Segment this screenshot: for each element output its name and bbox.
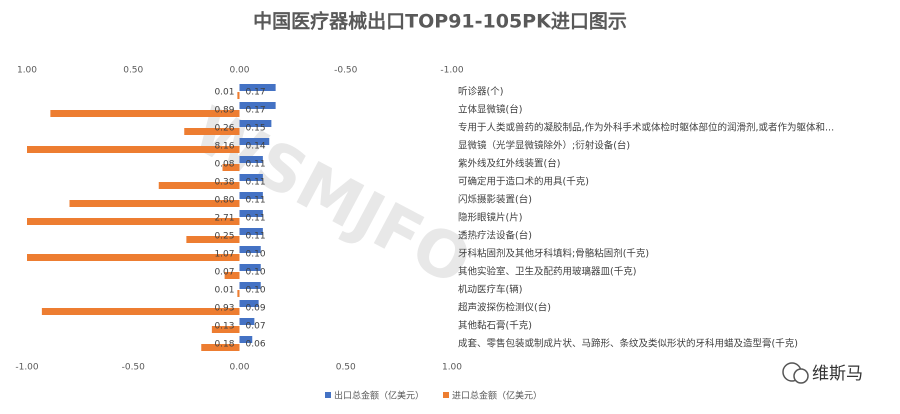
value-label: 0.09 [246, 304, 266, 314]
legend-label: 进口总金额（亿美元） [452, 390, 542, 402]
value-label: 0.17 [246, 106, 266, 116]
bar [239, 102, 276, 109]
category-label: 显微镜（光学显微镜除外）;衍射设备(台) [458, 140, 630, 152]
value-label: 0.11 [246, 214, 266, 224]
logo-text: 维斯马 [812, 364, 863, 384]
chart-title: 中国医疗器械出口TOP91-105PK进口图示 [253, 10, 627, 33]
bar [239, 300, 259, 307]
value-label: 1.07 [214, 250, 234, 260]
value-label: 0.08 [214, 160, 234, 170]
category-label: 牙科粘固剂及其他牙科填料;骨骼粘固剂(千克) [458, 248, 649, 260]
x2-tick-label: 1.00 [17, 66, 37, 76]
x2-tick-label: 0.50 [123, 66, 143, 76]
value-label: 0.11 [246, 232, 266, 242]
x-tick-label: -1.00 [15, 363, 39, 373]
value-label: 0.25 [214, 232, 234, 242]
value-label: 8.16 [214, 142, 234, 152]
category-label: 透热疗法设备(台) [458, 230, 532, 242]
bar [69, 200, 240, 207]
value-label: 0.11 [246, 160, 266, 170]
bar [27, 146, 240, 153]
value-label: 0.10 [246, 286, 266, 296]
x-tick-label: 0.00 [229, 363, 249, 373]
legend-label: 出口总金额（亿美元） [334, 390, 424, 402]
value-label: 0.15 [246, 124, 266, 134]
category-label: 隐形眼镜片(片) [458, 212, 522, 224]
value-label: 0.26 [214, 124, 234, 134]
x-tick-label: 1.00 [442, 363, 462, 373]
category-label: 专用于人类或兽药的凝胶制品,作为外科手术或体检时躯体部位的润滑剂,或者作为躯体和… [458, 122, 834, 134]
value-label: 0.13 [214, 322, 234, 332]
bar [239, 138, 270, 145]
value-label: 0.01 [214, 88, 234, 98]
bar [239, 210, 263, 217]
bar [224, 272, 240, 279]
bar [158, 182, 240, 189]
bar [239, 336, 253, 343]
x2-tick-label: -0.50 [334, 66, 358, 76]
category-label: 闪烁摄影装置(台) [458, 194, 532, 206]
bar [239, 174, 263, 181]
category-label: 超声波探伤检测仪(台) [458, 302, 551, 314]
category-label: 机动医疗车(辆) [458, 284, 522, 296]
value-label: 0.14 [246, 142, 266, 152]
x-tick-label: 0.50 [336, 363, 356, 373]
bar [239, 192, 263, 199]
logo-icon [793, 368, 809, 384]
bar [27, 254, 240, 261]
bar [201, 344, 240, 351]
value-label: 0.38 [214, 178, 234, 188]
bar [239, 282, 261, 289]
category-label: 其他黏石膏(千克) [458, 320, 532, 332]
bar [222, 164, 240, 171]
value-label: 0.17 [246, 88, 266, 98]
plot-area [27, 84, 276, 351]
value-label: 0.06 [246, 340, 266, 350]
category-label: 紫外线及红外线装置(台) [458, 158, 560, 170]
category-label: 听诊器(个) [458, 86, 503, 98]
category-label: 可确定用于造口术的用具(千克) [458, 176, 589, 188]
value-label: 0.80 [214, 196, 234, 206]
x-tick-label: -0.50 [122, 363, 146, 373]
value-label: 0.18 [214, 340, 234, 350]
bar [211, 326, 240, 333]
value-label: 0.07 [246, 322, 266, 332]
value-label: 0.93 [214, 304, 234, 314]
legend-swatch [325, 392, 331, 398]
bar [239, 228, 263, 235]
value-label: 0.11 [246, 196, 266, 206]
legend-swatch [443, 392, 449, 398]
bar [239, 264, 261, 271]
bar [41, 308, 240, 315]
bar [239, 84, 276, 91]
bar [27, 218, 240, 225]
value-label: 0.07 [214, 268, 234, 278]
category-label: 其他实验室、卫生及配药用玻璃器皿(千克) [458, 266, 636, 278]
bar [239, 318, 255, 325]
x2-tick-label: -1.00 [440, 66, 464, 76]
category-label: 立体显微镜(台) [458, 104, 522, 116]
value-label: 2.71 [214, 214, 234, 224]
value-label: 0.10 [246, 268, 266, 278]
value-label: 0.01 [214, 286, 234, 296]
bar [239, 156, 263, 163]
value-label: 0.10 [246, 250, 266, 260]
category-label: 成套、零售包装或制成片状、马蹄形、条纹及类似形状的牙科用蜡及造型膏(千克) [458, 338, 798, 350]
bar [186, 236, 240, 243]
x2-tick-label: 0.00 [229, 66, 249, 76]
bar [237, 290, 240, 297]
value-label: 0.11 [246, 178, 266, 188]
value-label: 0.89 [214, 106, 234, 116]
bar [237, 92, 240, 99]
bar [184, 128, 240, 135]
bar [239, 120, 272, 127]
bar [50, 110, 240, 117]
bar [239, 246, 261, 253]
